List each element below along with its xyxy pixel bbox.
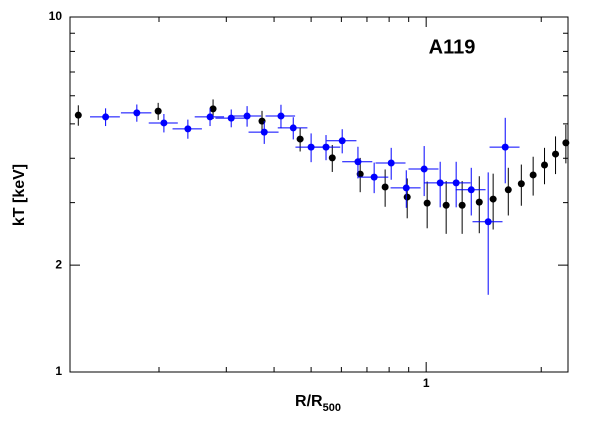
point	[387, 159, 395, 167]
annotation: A119	[429, 36, 476, 58]
point	[423, 199, 431, 207]
point	[452, 179, 460, 187]
point	[420, 165, 428, 173]
point	[296, 135, 304, 143]
x-label-sub: 500	[323, 402, 341, 414]
x-label-main: R/R	[295, 393, 323, 410]
point	[403, 193, 411, 201]
x-tick-label: 1	[423, 376, 430, 390]
y-tick-label: 2	[55, 257, 62, 271]
point	[74, 111, 82, 119]
point	[209, 105, 217, 113]
point	[289, 124, 297, 132]
point	[160, 119, 168, 127]
point	[484, 218, 492, 226]
point	[504, 186, 512, 194]
point	[260, 128, 268, 136]
point	[370, 173, 378, 181]
point	[529, 171, 537, 179]
point	[328, 154, 336, 162]
point	[277, 112, 285, 120]
point	[517, 180, 525, 188]
point	[541, 161, 549, 169]
point	[381, 183, 389, 191]
point	[458, 201, 466, 209]
point	[243, 112, 251, 120]
point	[184, 125, 192, 133]
x-axis-label: R/R500	[295, 393, 341, 414]
point	[133, 109, 141, 117]
point	[552, 150, 560, 158]
point	[436, 179, 444, 187]
y-tick-label: 10	[49, 9, 63, 23]
point	[206, 113, 214, 121]
point	[102, 113, 110, 121]
y-axis-label: kT [keV]	[11, 164, 28, 226]
point	[489, 195, 497, 203]
point	[562, 139, 570, 147]
point	[475, 198, 483, 206]
point	[354, 158, 362, 166]
point	[338, 137, 346, 145]
point	[442, 201, 450, 209]
plot-frame	[69, 16, 569, 373]
point	[154, 107, 162, 115]
y-tick-label: 1	[55, 364, 62, 378]
point	[467, 186, 475, 194]
point	[402, 184, 410, 192]
point	[501, 143, 509, 151]
point	[322, 143, 330, 151]
